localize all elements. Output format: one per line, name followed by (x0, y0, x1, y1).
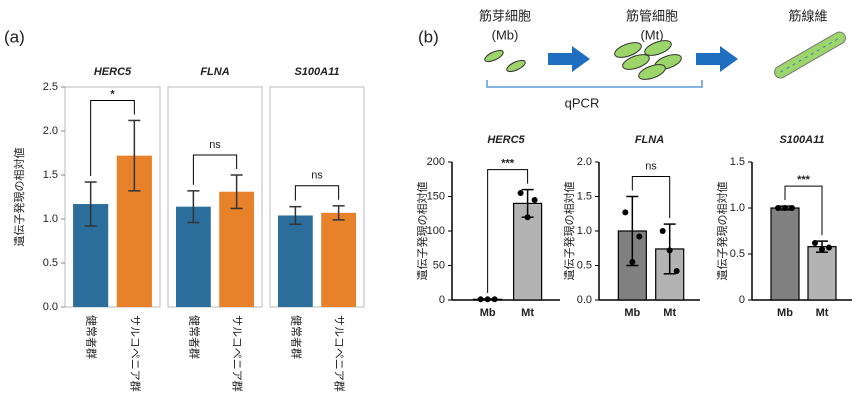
y-tick-label: 100 (427, 225, 445, 237)
y-tick-label: 0.5 (730, 248, 745, 260)
y-tick-label: 0.0 (577, 294, 592, 306)
panel-frame (269, 86, 365, 308)
y-tick-label: 0.5 (577, 259, 592, 271)
stage-abbr: (Mt) (640, 27, 663, 42)
y-tick-label: 1.0 (730, 202, 745, 214)
y-tick-label: 2.0 (43, 125, 58, 137)
data-point (484, 296, 491, 303)
bar (219, 191, 255, 307)
y-tick-label: 150 (427, 190, 445, 202)
diagram: 筋芽細胞 (Mb) 筋管細胞 (Mt) 筋線維 qPCR (479, 8, 846, 110)
x-tick-label: サルコペニア群 (231, 315, 245, 392)
data-point (789, 205, 795, 211)
significance-label: ns (645, 160, 657, 172)
chart-title: FLNA (635, 134, 664, 146)
significance-label: ns (311, 170, 323, 182)
significance-label: * (110, 88, 115, 100)
x-tick-label: Mb (480, 307, 496, 319)
bar (770, 207, 800, 301)
chart-title: HERC5 (487, 134, 525, 146)
cell (506, 59, 526, 73)
y-tick-label: 0 (739, 294, 745, 306)
x-tick-label: サルコペニア群 (333, 315, 347, 392)
stage-abbr: (Mb) (492, 27, 519, 42)
y-tick-label: 200 (427, 156, 445, 168)
y-tick-label: 1.5 (43, 169, 58, 181)
data-point (531, 196, 538, 203)
data-point (782, 205, 788, 211)
data-point (491, 296, 498, 303)
data-point (636, 233, 643, 240)
bar (807, 246, 837, 301)
x-tick-label: Mb (624, 307, 640, 319)
panel-frame (64, 86, 161, 308)
y-tick-label: 1.5 (730, 156, 745, 168)
y-axis-label: 遺伝子発現の相対値 (715, 182, 729, 281)
data-point (775, 205, 781, 211)
y-tick-label: 0 (439, 294, 445, 306)
significance-bracket (784, 185, 823, 236)
significance-label: ns (209, 139, 221, 151)
data-point (812, 239, 818, 246)
stage-name: 筋線維 (788, 8, 827, 23)
bar (321, 212, 357, 307)
x-tick-label: 健常者群 (187, 315, 201, 359)
method: qPCR (565, 95, 600, 110)
y-tick-label: 1.0 (577, 225, 592, 237)
significance-bracket (294, 185, 340, 201)
cell (484, 49, 504, 63)
y-tick-label: 2.0 (577, 156, 592, 168)
panel-label: (b) (418, 27, 439, 46)
x-tick-label: Mt (816, 307, 829, 319)
x-tick-label: Mt (521, 307, 534, 319)
x-tick-label: サルコペニア群 (128, 315, 142, 392)
significance-bracket (631, 176, 671, 219)
y-tick-label: 2.5 (43, 81, 58, 93)
y-tick-label: 0.0 (43, 301, 58, 313)
y-tick-label: 50 (433, 259, 445, 271)
significance-label: *** (797, 174, 811, 186)
x-tick-label: Mb (777, 307, 793, 319)
data-point (826, 244, 832, 251)
cells (614, 40, 682, 80)
stage-name: 筋芽細胞 (479, 8, 531, 23)
x-tick-label: Mt (663, 307, 676, 319)
bar (277, 215, 313, 307)
data-point (477, 296, 484, 303)
y-axis-label: 遺伝子発現の相対値 (415, 182, 429, 281)
data-point (659, 228, 666, 234)
bracket (486, 80, 703, 88)
chart-title: S100A11 (294, 66, 339, 78)
y-tick-label: 0.5 (43, 257, 58, 269)
y-axis-label: 遺伝子発現の相対値 (12, 148, 26, 247)
panel-label: (a) (4, 27, 25, 46)
significance-label: *** (501, 158, 515, 170)
data-point (524, 214, 531, 221)
fiber (774, 31, 846, 79)
bar (175, 206, 211, 307)
y-tick-label: 1.5 (577, 190, 592, 202)
chart-title: HERC5 (94, 66, 132, 78)
x-tick-label: 健常者群 (289, 315, 303, 359)
chart-title: FLNA (200, 66, 229, 78)
x-tick-label: 健常者群 (85, 315, 99, 359)
significance-bracket (192, 154, 238, 185)
data-point (673, 268, 680, 275)
significance-bracket (90, 99, 135, 177)
y-tick-label: 1.0 (43, 213, 58, 225)
data-point (666, 247, 673, 254)
y-axis-label: 遺伝子発現の相対値 (562, 182, 576, 281)
arrow (548, 46, 590, 72)
data-point (819, 246, 825, 253)
chart-title: S100A11 (779, 134, 824, 146)
data-point (517, 190, 524, 197)
stage-name: 筋管細胞 (626, 8, 678, 23)
arrow (696, 46, 738, 72)
significance-bracket (487, 169, 529, 293)
data-point (629, 259, 636, 266)
panel-frame (167, 86, 263, 308)
data-point (622, 209, 629, 216)
